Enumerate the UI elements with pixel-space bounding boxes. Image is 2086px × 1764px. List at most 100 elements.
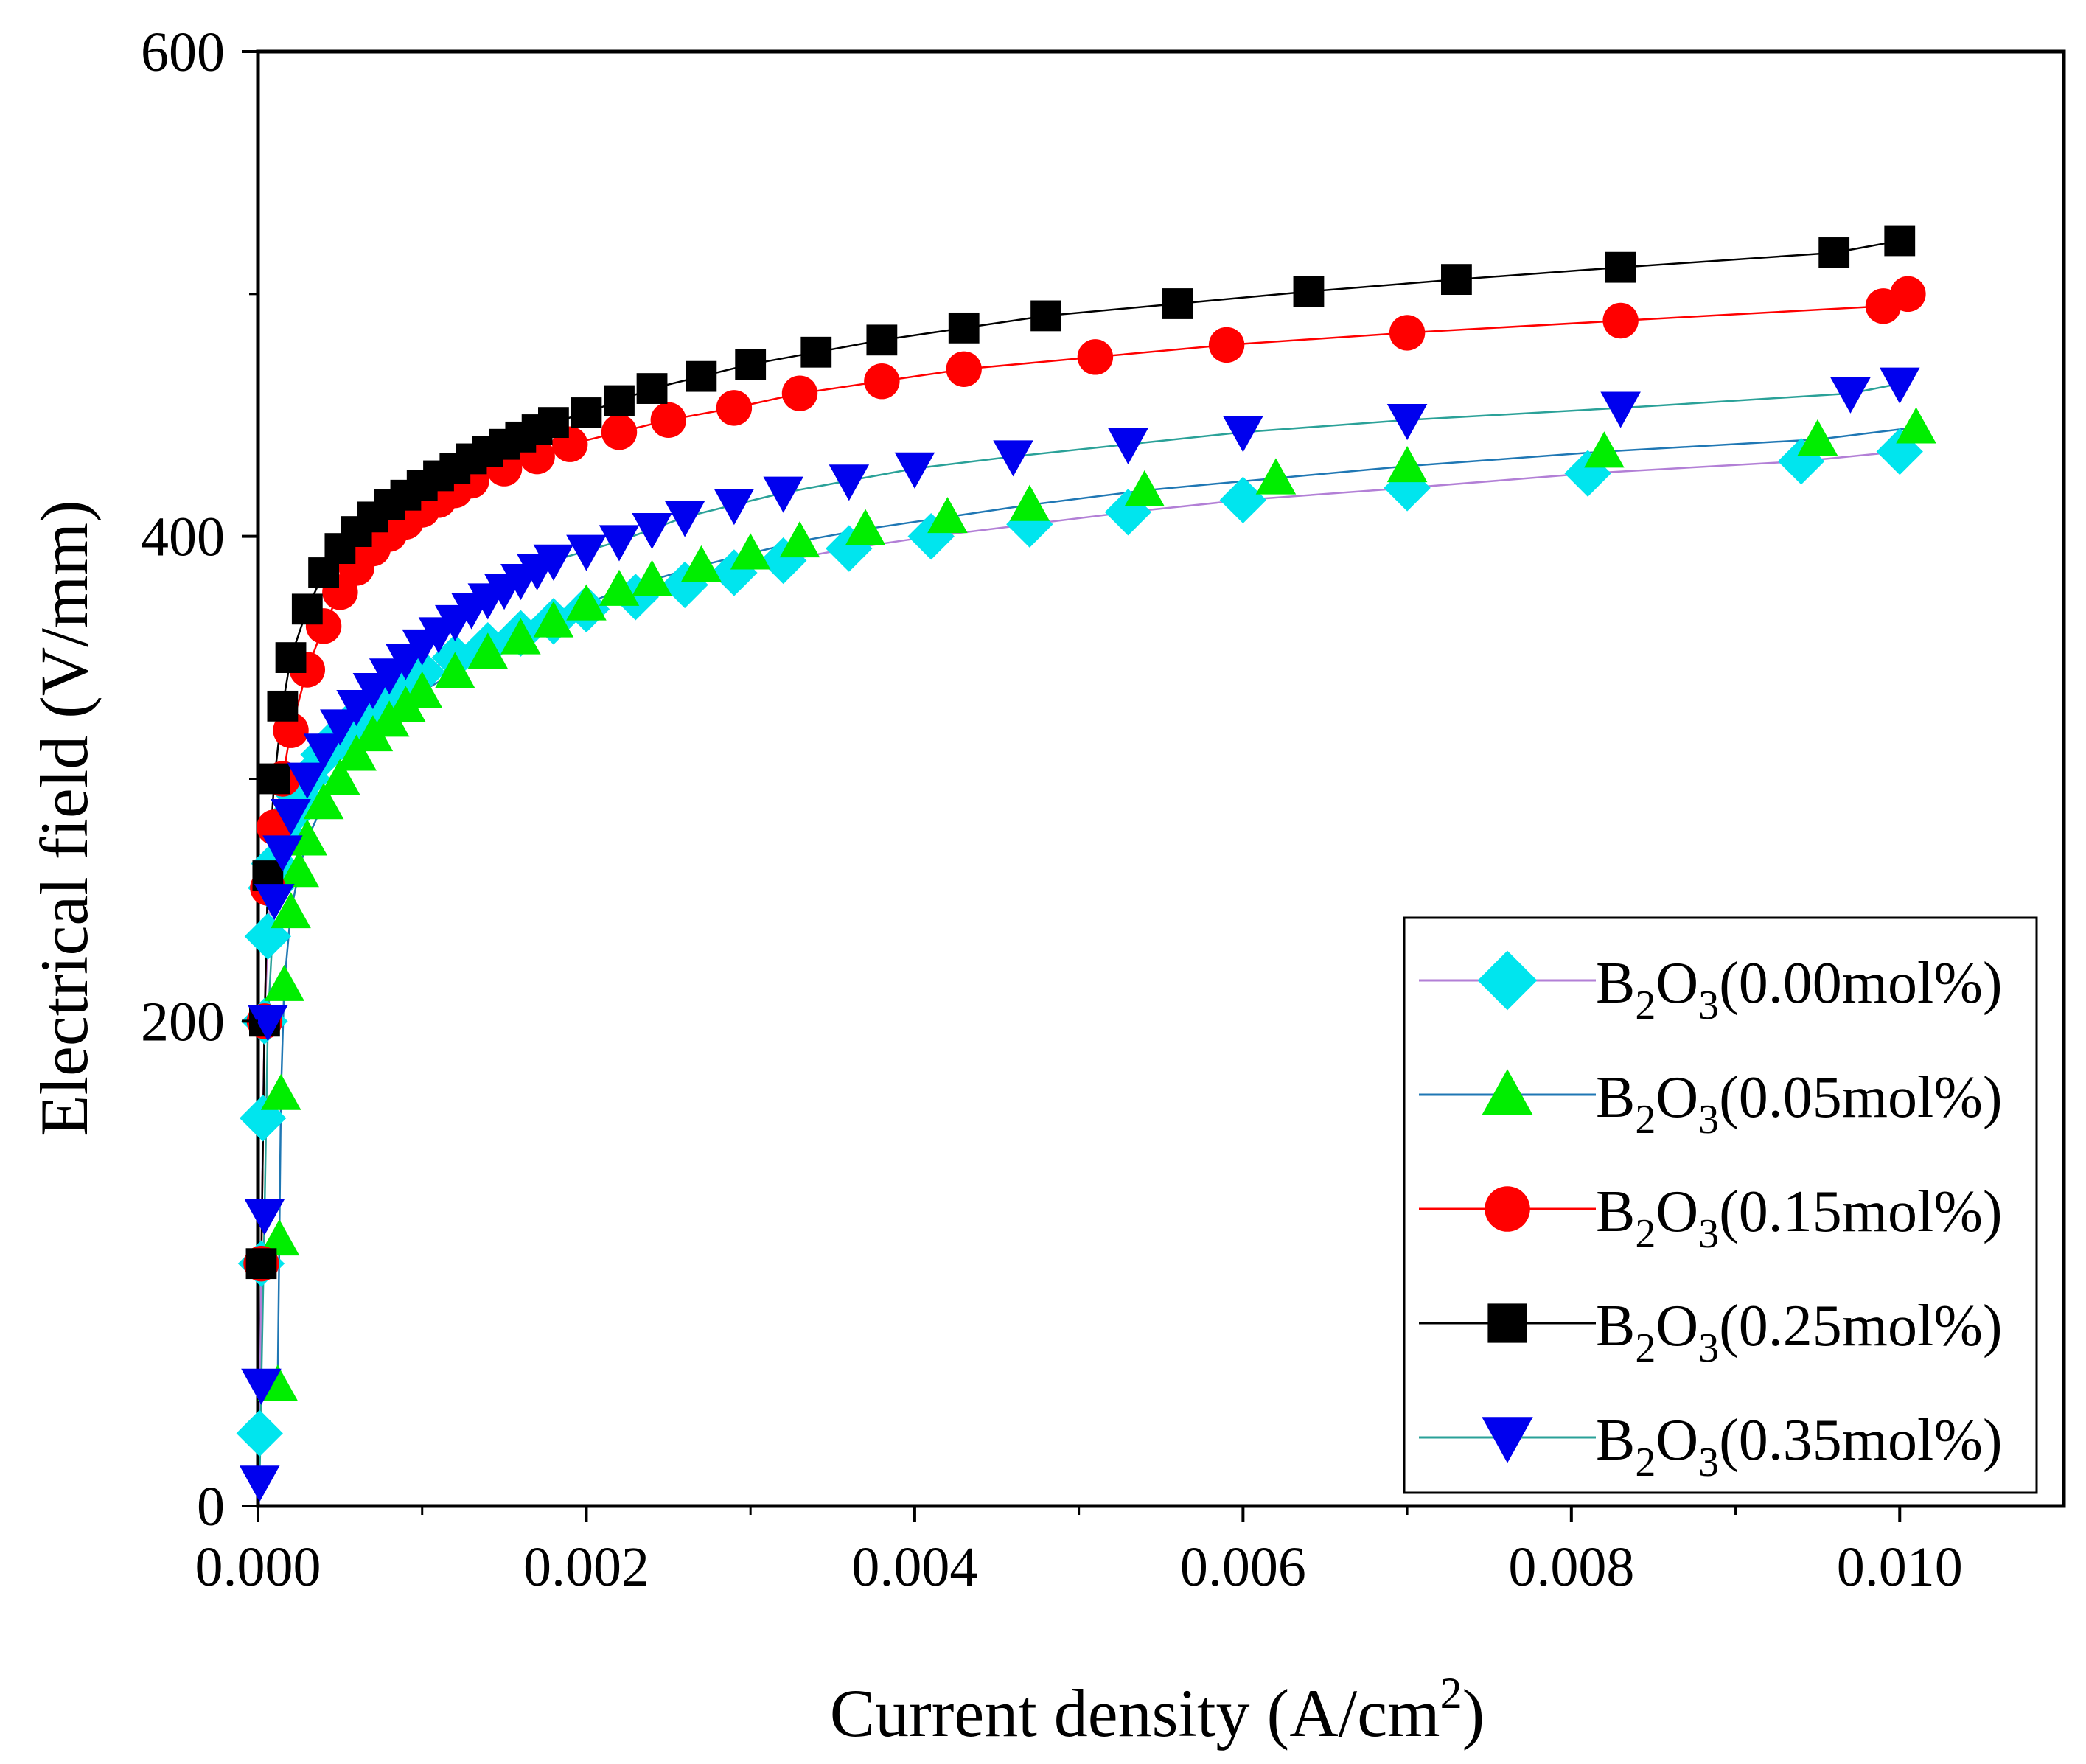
legend-label: B2O3(0.35mol%) — [1596, 1408, 2003, 1485]
data-point — [303, 783, 344, 820]
data-point — [1884, 225, 1916, 257]
data-point — [864, 363, 900, 400]
data-point — [779, 520, 820, 558]
data-point — [1208, 327, 1245, 363]
series-markers-1 — [257, 407, 1936, 1401]
data-point — [1879, 367, 1920, 404]
data-point — [763, 476, 804, 513]
x-axis-title: Current density (A/cm2) — [830, 1669, 1485, 1751]
data-point — [826, 525, 873, 572]
data-point — [434, 652, 475, 688]
data-point — [601, 414, 638, 450]
x-tick-label: 0.004 — [851, 1536, 977, 1598]
x-tick-label: 0.002 — [523, 1536, 649, 1598]
data-point — [948, 312, 980, 344]
data-point — [320, 709, 360, 746]
data-point — [866, 324, 898, 356]
series-markers-4 — [239, 367, 1920, 1502]
data-point — [279, 851, 319, 888]
y-tick-label: 600 — [141, 21, 225, 83]
data-point — [1108, 428, 1148, 464]
data-point — [993, 440, 1033, 477]
data-point — [275, 642, 307, 673]
data-point — [1255, 458, 1297, 495]
data-point — [927, 497, 968, 534]
data-point — [260, 1073, 301, 1110]
data-point — [714, 489, 755, 526]
x-axis-title-main: Current density (A/cm — [830, 1676, 1440, 1751]
data-point — [1386, 404, 1428, 441]
legend-marker — [1482, 1417, 1533, 1463]
x-axis-title-superscript: 2 — [1440, 1669, 1462, 1718]
data-point — [259, 763, 290, 795]
data-point — [1009, 484, 1050, 521]
y-tick-label: 0 — [197, 1476, 225, 1538]
data-point — [1162, 288, 1193, 319]
data-point — [402, 671, 443, 708]
data-point — [829, 464, 870, 501]
y-axis-title: Electrical field (V/mm) — [27, 500, 102, 1136]
data-point — [291, 593, 323, 625]
data-point — [239, 1465, 280, 1502]
data-point — [566, 534, 607, 571]
legend-label: B2O3(0.05mol%) — [1596, 1065, 2003, 1143]
data-point — [1030, 300, 1061, 332]
series-markers-2 — [243, 276, 1926, 1282]
data-point — [538, 407, 569, 439]
data-point — [267, 690, 299, 722]
data-point — [264, 964, 304, 1001]
data-point — [254, 884, 295, 921]
data-point — [320, 759, 360, 795]
data-point — [1293, 276, 1325, 307]
data-point — [500, 618, 541, 655]
data-point — [336, 690, 377, 727]
data-point — [760, 537, 807, 585]
data-point — [533, 601, 574, 638]
data-point — [467, 632, 509, 669]
data-point — [1890, 276, 1926, 313]
legend-marker — [1477, 950, 1538, 1011]
data-point — [599, 569, 640, 606]
data-point — [1124, 470, 1165, 507]
data-point — [271, 892, 311, 929]
legend-label: B2O3(0.25mol%) — [1596, 1294, 2003, 1371]
data-point — [894, 452, 935, 489]
data-point — [1830, 377, 1871, 414]
x-tick-label: 0.000 — [195, 1536, 321, 1598]
legend: B2O3(0.00mol%) B2O3(0.05mol%) B2O3(0.15mol… — [1403, 916, 2038, 1494]
data-point — [632, 512, 672, 550]
data-point — [1223, 416, 1263, 453]
data-point — [259, 1219, 300, 1256]
x-axis-title-close: ) — [1462, 1676, 1485, 1751]
data-point — [599, 525, 640, 562]
data-point — [716, 390, 753, 426]
data-point — [664, 501, 705, 537]
data-point — [1600, 391, 1641, 428]
data-point — [730, 533, 771, 570]
data-point — [800, 336, 832, 368]
data-point — [1389, 315, 1426, 351]
data-point — [781, 375, 818, 411]
data-point — [244, 913, 292, 960]
data-point — [1584, 431, 1625, 468]
data-point — [244, 1199, 285, 1235]
data-point — [636, 373, 668, 404]
data-point — [604, 385, 635, 416]
data-point — [271, 799, 311, 836]
series-markers — [236, 225, 1936, 1502]
data-point — [681, 545, 722, 582]
data-point — [241, 1368, 282, 1405]
legend-label: B2O3(0.00mol%) — [1596, 951, 2003, 1028]
data-point — [1602, 302, 1639, 339]
data-point — [336, 734, 377, 771]
data-point — [907, 512, 955, 560]
data-point — [1077, 339, 1114, 375]
data-point — [845, 509, 886, 545]
data-point — [632, 559, 672, 596]
data-point — [650, 402, 687, 439]
data-point — [1441, 264, 1472, 296]
axes: 0.000 0.002 0.004 0.006 0.008 0.010 0 200 400 600 — [141, 21, 1963, 1598]
data-point — [1896, 407, 1936, 444]
data-point — [735, 349, 767, 380]
